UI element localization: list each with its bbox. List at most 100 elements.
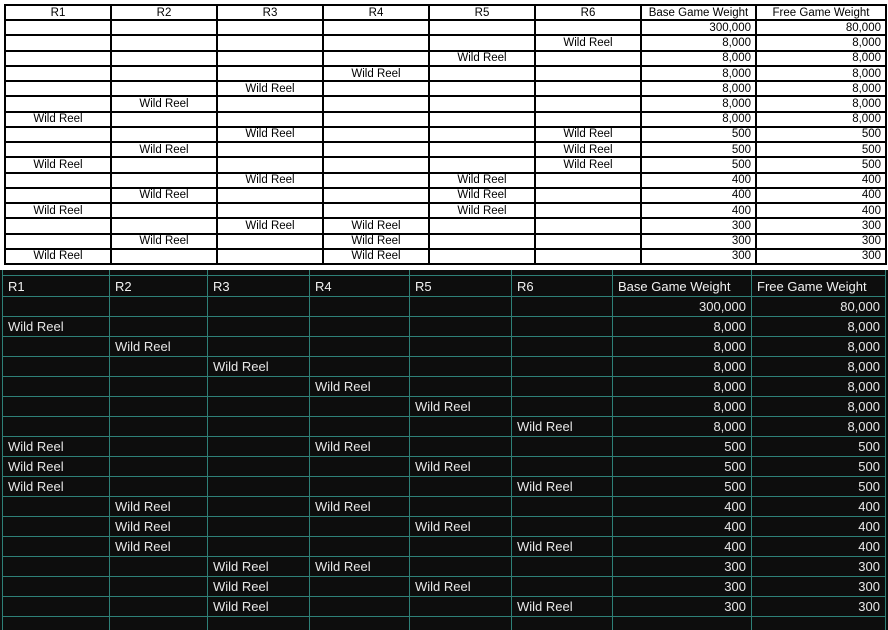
table-cell	[309, 456, 410, 477]
table-row: Wild Reel Wild Reel 400 400	[2, 496, 886, 517]
weight-cell: 500	[612, 456, 752, 477]
wild-reel-cell: Wild Reel	[109, 516, 208, 537]
wild-reel-cell: Wild Reel	[534, 156, 642, 174]
table-row: Wild Reel 8,000 8,000	[2, 316, 886, 337]
table-row: Wild Reel 8,000 8,000	[2, 336, 886, 357]
table-row: Wild Reel Wild Reel 300 300	[4, 217, 887, 235]
wild-reel-cell: Wild Reel	[2, 436, 110, 457]
column-header: R1	[2, 275, 110, 297]
column-header: Base Game Weight	[612, 275, 752, 297]
table-cell	[216, 64, 324, 83]
table-cell	[309, 296, 410, 317]
table-cell	[207, 316, 310, 337]
table-cell	[409, 356, 512, 377]
table-row: Wild Reel Wild Reel 500 500	[2, 476, 886, 497]
wild-reel-cell: Wild Reel	[428, 202, 536, 220]
table-row: Wild Reel Wild Reel 500 500	[4, 141, 887, 159]
weight-cell: 8,000	[612, 396, 752, 417]
weight-cell: 500	[751, 476, 886, 497]
table-cell	[110, 156, 218, 174]
table-row: Wild Reel 8,000 8,000	[4, 49, 887, 67]
weight-cell: 300	[751, 596, 886, 617]
table-row: Wild Reel Wild Reel 300 300	[2, 576, 886, 597]
table-cell	[207, 536, 310, 557]
table-cell	[207, 396, 310, 417]
wild-reel-cell: Wild Reel	[4, 156, 112, 174]
table-cell	[534, 110, 642, 128]
table-cell	[2, 616, 110, 630]
table-cell	[511, 516, 613, 537]
table-cell	[511, 396, 613, 417]
table-cell	[216, 186, 324, 205]
table-cell	[322, 202, 430, 220]
table-row: Wild Reel 8,000 8,000	[2, 416, 886, 437]
wild-reel-cell: Wild Reel	[109, 496, 208, 517]
table-cell	[428, 34, 536, 52]
table-cell	[110, 247, 218, 266]
weight-cell: 8,000	[755, 64, 887, 83]
column-header: R3	[207, 275, 310, 297]
light-table-panel: R1 R2 R3 R4 R5 R6 Base Game Weight Free Game We…	[0, 0, 888, 270]
column-header: R1	[4, 3, 112, 22]
table-cell	[322, 156, 430, 174]
weight-cell: 300	[751, 556, 886, 577]
table-cell	[2, 596, 110, 617]
weight-cell: 8,000	[612, 336, 752, 357]
weight-cell: 500	[640, 156, 757, 174]
table-cell	[428, 232, 536, 250]
table-cell	[216, 141, 324, 159]
column-header: Free Game Weight	[755, 3, 887, 22]
table-cell	[110, 217, 218, 235]
table-cell	[2, 356, 110, 377]
table-cell	[109, 456, 208, 477]
weight-cell: 400	[755, 186, 887, 205]
table-row: Wild Reel Wild Reel 500 500	[2, 436, 886, 457]
table-cell	[207, 496, 310, 517]
table-cell	[534, 232, 642, 250]
weight-cell: 8,000	[640, 34, 757, 52]
table-cell	[216, 95, 324, 113]
wild-reel-cell: Wild Reel	[309, 556, 410, 577]
table-cell	[4, 171, 112, 189]
wild-reel-cell: Wild Reel	[4, 110, 112, 128]
table-cell	[207, 516, 310, 537]
wild-reel-cell: Wild Reel	[409, 516, 512, 537]
table-cell	[4, 186, 112, 205]
weight-cell: 500	[755, 125, 887, 144]
table-row: Wild Reel Wild Reel 500 500	[4, 125, 887, 144]
wild-reel-cell: Wild Reel	[110, 95, 218, 113]
weight-cell: 500	[755, 141, 887, 159]
weight-cell: 8,000	[640, 95, 757, 113]
wild-reel-cell: Wild Reel	[428, 49, 536, 67]
weight-cell: 500	[640, 125, 757, 144]
table-cell	[511, 576, 613, 597]
weight-cell: 8,000	[751, 416, 886, 437]
table-cell	[409, 556, 512, 577]
table-cell	[409, 616, 512, 630]
table-cell	[309, 356, 410, 377]
wild-reel-cell: Wild Reel	[216, 217, 324, 235]
weight-cell: 8,000	[612, 376, 752, 397]
weight-cell: 400	[640, 186, 757, 205]
table-cell	[109, 596, 208, 617]
weight-cell: 300,000	[612, 296, 752, 317]
weight-cell: 300	[612, 556, 752, 577]
table-row: Wild Reel Wild Reel 300 300	[4, 247, 887, 266]
weight-cell: 8,000	[751, 396, 886, 417]
wild-reel-cell: Wild Reel	[322, 247, 430, 266]
table-cell	[2, 536, 110, 557]
wild-reel-cell: Wild Reel	[2, 456, 110, 477]
weight-cell: 8,000	[755, 49, 887, 67]
table-cell	[534, 247, 642, 266]
table-cell	[216, 247, 324, 266]
table-cell	[2, 556, 110, 577]
table-cell	[322, 80, 430, 98]
weight-cell: 500	[751, 456, 886, 477]
wild-reel-weights-light-table: R1 R2 R3 R4 R5 R6 Base Game Weight Free Game We…	[4, 3, 887, 266]
table-row: Wild Reel 8,000 8,000	[2, 376, 886, 397]
wild-reel-cell: Wild Reel	[534, 34, 642, 52]
wild-reel-cell: Wild Reel	[4, 202, 112, 220]
weight-cell: 8,000	[640, 110, 757, 128]
table-row: Wild Reel Wild Reel 300 300	[2, 596, 886, 617]
wild-reel-cell: Wild Reel	[309, 376, 410, 397]
